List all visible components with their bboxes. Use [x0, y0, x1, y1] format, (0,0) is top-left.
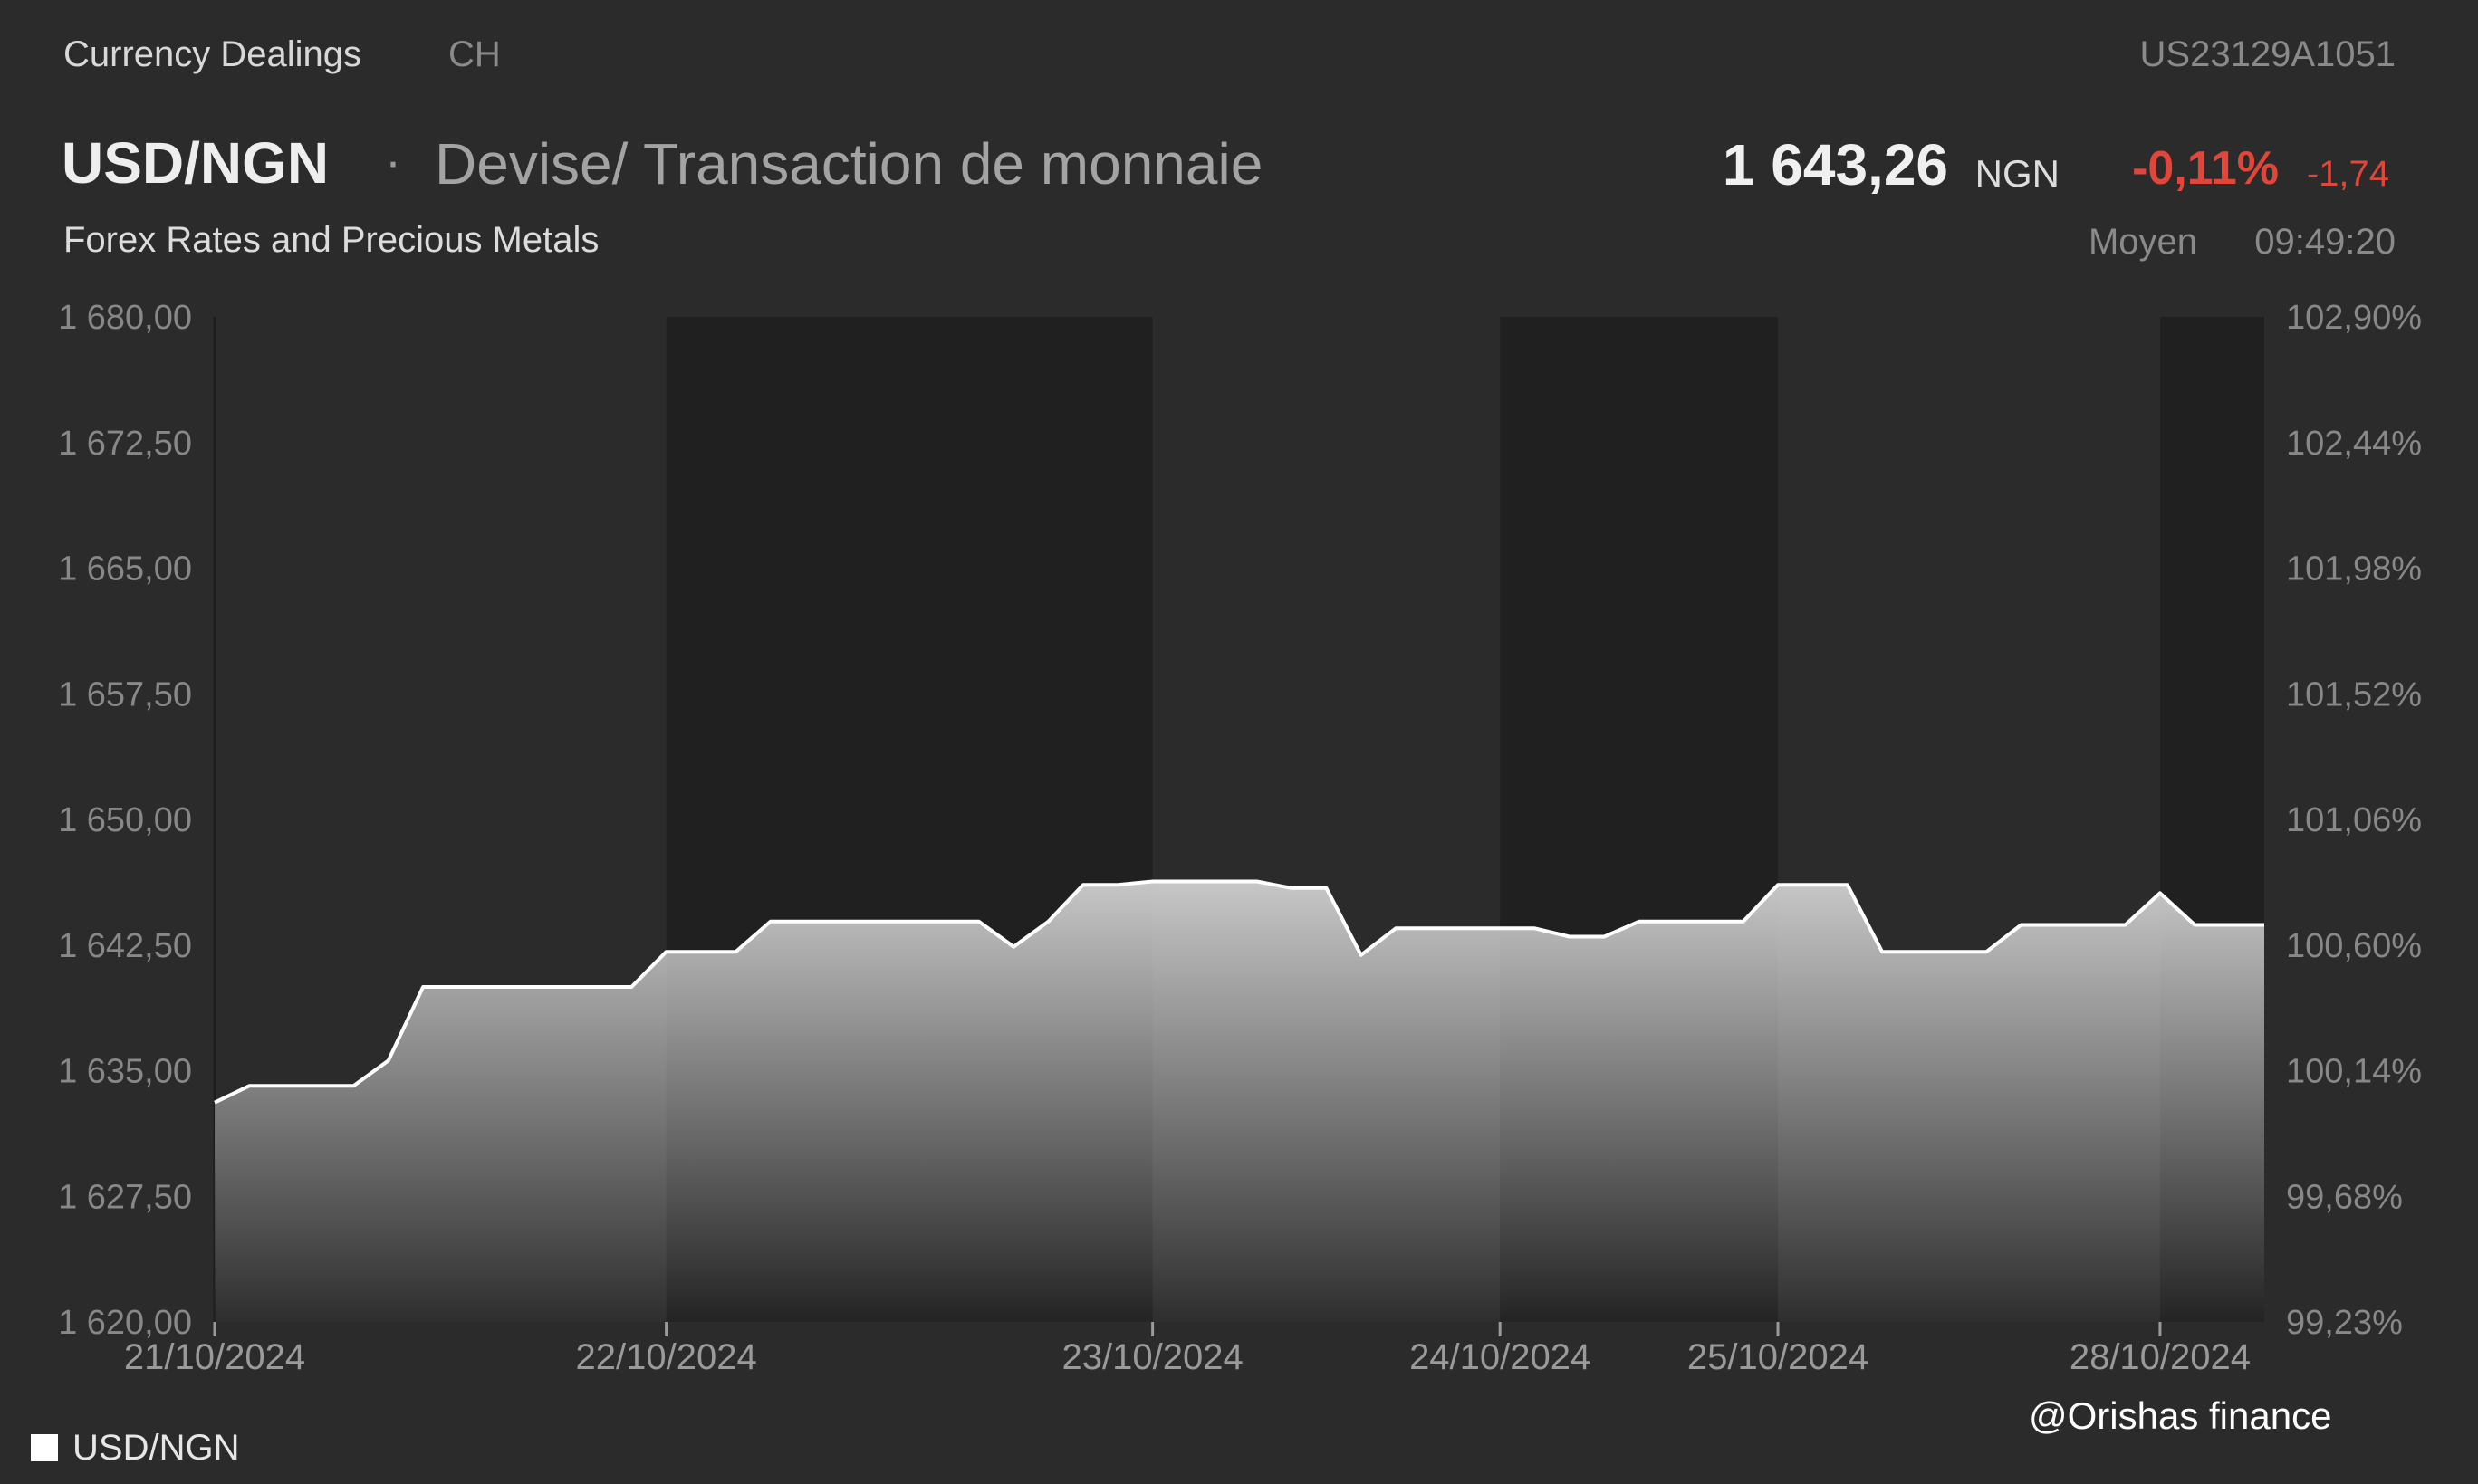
legend[interactable]: USD/NGN [31, 1427, 239, 1469]
y2-tick-label: 101,06% [2286, 801, 2422, 839]
x-tick-label: 23/10/2024 [1062, 1337, 1244, 1377]
x-tick-label: 25/10/2024 [1687, 1337, 1868, 1377]
currency-pair-title: USD/NGN [62, 130, 330, 196]
y2-tick-label: 101,52% [2286, 675, 2422, 713]
y-tick-label: 1 650,00 [58, 801, 192, 839]
change-absolute: -1,74 [2306, 154, 2389, 194]
legend-swatch [31, 1434, 58, 1461]
x-tick-label: 21/10/2024 [124, 1337, 305, 1377]
price-time: 09:49:20 [2254, 222, 2396, 262]
y2-tick-label: 102,90% [2286, 299, 2422, 337]
y-tick-label: 1 665,00 [58, 551, 192, 589]
isin-code: US23129A1051 [2139, 34, 2396, 74]
y2-tick-label: 102,44% [2286, 425, 2422, 463]
y-axis-right-labels: 102,90% 102,44% 101,98% 101,52% 101,06% 100,6… [2286, 299, 2422, 1342]
y2-tick-label: 100,60% [2286, 927, 2422, 965]
y-tick-label: 1 657,50 [58, 675, 192, 713]
x-tick-label: 28/10/2024 [2070, 1337, 2251, 1377]
market-subtitle: Forex Rates and Precious Metals [63, 220, 600, 260]
y2-tick-label: 101,98% [2286, 551, 2422, 589]
change-percent: -0,11% [2132, 142, 2279, 195]
country-code: CH [448, 34, 501, 74]
y-tick-label: 1 620,00 [58, 1304, 192, 1342]
y2-tick-label: 100,14% [2286, 1053, 2422, 1091]
y2-tick-label: 99,23% [2286, 1304, 2403, 1342]
y-axis-left-labels: 1 680,00 1 672,50 1 665,00 1 657,50 1 650,00… [58, 299, 192, 1342]
instrument-description: Devise/ Transaction de monnaie [435, 131, 1263, 196]
x-tick-label: 22/10/2024 [576, 1337, 757, 1377]
x-tick-label: 24/10/2024 [1409, 1337, 1590, 1377]
title-separator: · [385, 134, 401, 188]
x-axis-labels: 21/10/2024 22/10/2024 23/10/2024 24/10/2024… [124, 1322, 2251, 1377]
y2-tick-label: 99,68% [2286, 1178, 2403, 1216]
y-tick-label: 1 680,00 [58, 299, 192, 337]
price-type: Moyen [2088, 222, 2197, 262]
current-price: 1 643,26 [1722, 132, 1948, 197]
y-tick-label: 1 635,00 [58, 1053, 192, 1091]
series-area-usd-ngn [215, 881, 2264, 1322]
y-tick-label: 1 672,50 [58, 425, 192, 463]
legend-label: USD/NGN [72, 1427, 240, 1468]
exchange-label: Currency Dealings [63, 34, 362, 74]
y-tick-label: 1 642,50 [58, 927, 192, 965]
series-line-usd-ngn [214, 879, 2264, 1105]
price-currency: NGN [1974, 152, 2060, 195]
y-tick-label: 1 627,50 [58, 1178, 192, 1216]
watermark: @Orishas finance [2029, 1394, 2332, 1437]
